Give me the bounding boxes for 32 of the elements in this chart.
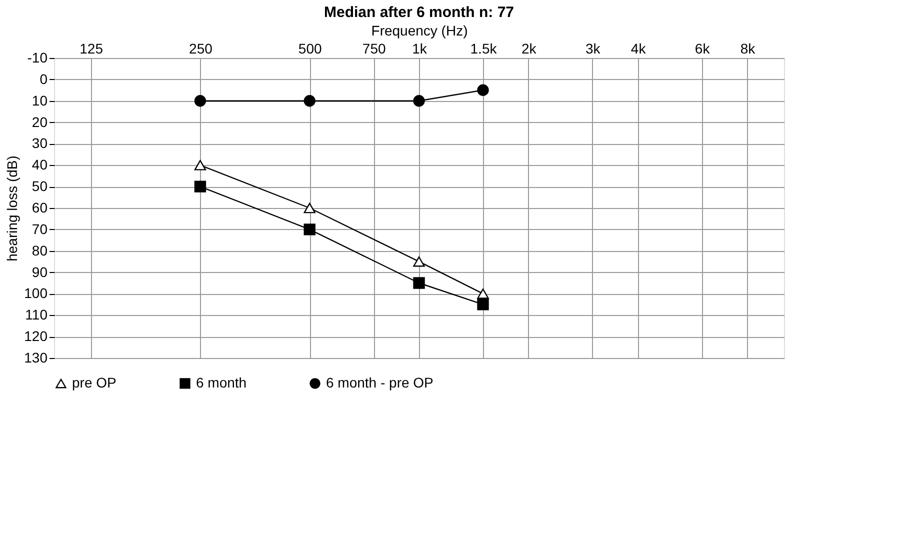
x-tick-label: 8k (740, 40, 756, 56)
x-tick-label: 6k (694, 40, 711, 56)
y-tick-label: 100 (24, 285, 48, 302)
y-axis-title: hearing loss (dB) (4, 156, 20, 262)
y-tick-label: 80 (32, 242, 48, 258)
x-tick-label: 750 (362, 40, 386, 56)
x-tick-label: 1.5k (470, 40, 498, 56)
y-tick-label: 20 (32, 114, 48, 130)
x-tick-label: 125 (80, 40, 104, 56)
x-tick-label: 250 (189, 40, 213, 56)
x-tick-label: 1k (412, 40, 428, 56)
x-tick-label: 3k (586, 40, 602, 56)
y-tick-label: 0 (40, 70, 48, 87)
y-tick-label: 120 (24, 328, 48, 344)
y-tick-label: 10 (32, 92, 48, 108)
legend-label: 6 month - pre OP (326, 374, 434, 390)
x-axis-title: Frequency (Hz) (371, 22, 468, 38)
y-tick-label: 50 (32, 178, 48, 194)
x-tick-label: 2k (522, 40, 538, 56)
y-tick-label: -10 (27, 50, 48, 66)
y-tick-label: 30 (32, 135, 48, 152)
y-tick-label: 40 (32, 156, 48, 173)
y-tick-label: 70 (32, 220, 48, 237)
x-tick-label: 500 (298, 40, 322, 56)
y-tick-label: 60 (32, 200, 48, 216)
legend-label: pre OP (72, 374, 116, 390)
x-tick-label: 4k (630, 40, 647, 56)
y-tick-label: 130 (24, 350, 48, 366)
legend-label: 6 month (196, 374, 247, 390)
chart-title: Median after 6 month n: 77 (324, 4, 514, 21)
y-tick-label: 110 (25, 306, 48, 323)
y-tick-label: 90 (32, 264, 48, 280)
